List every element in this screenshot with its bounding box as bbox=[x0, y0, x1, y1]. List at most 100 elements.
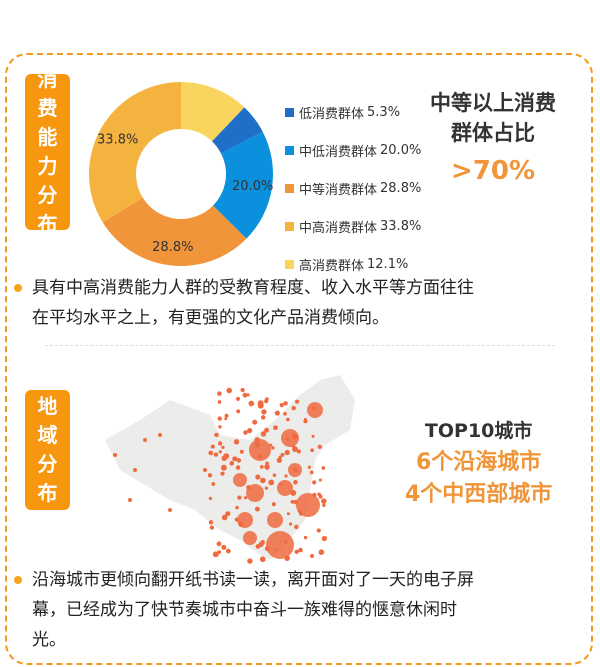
legend-item: 高消费群体 12.1% bbox=[285, 252, 421, 277]
city-dot bbox=[284, 555, 290, 561]
city-dot bbox=[244, 496, 248, 500]
city-dot-large bbox=[266, 531, 294, 559]
city-dot bbox=[236, 409, 241, 414]
divider bbox=[45, 345, 555, 346]
legend-label: 中低消费群体 bbox=[299, 145, 378, 160]
city-dot bbox=[317, 444, 323, 450]
city-dot bbox=[260, 477, 266, 484]
city-dot bbox=[213, 452, 219, 457]
city-dot bbox=[312, 492, 317, 497]
city-dot bbox=[235, 505, 239, 510]
city-dot bbox=[260, 415, 266, 420]
city-dot bbox=[224, 413, 229, 418]
city-dot bbox=[236, 396, 241, 401]
city-dot bbox=[265, 461, 269, 466]
city-dot bbox=[271, 446, 275, 450]
donut-chart: 20.0% 28.8% 33.8% bbox=[88, 82, 273, 267]
slice-label: 33.8% bbox=[97, 133, 138, 148]
city-dot bbox=[286, 512, 290, 516]
note-line: 在平均水平之上，有更强的文化产品消费倾向。 bbox=[32, 308, 389, 328]
city-dot bbox=[290, 490, 297, 496]
city-dot bbox=[311, 434, 315, 438]
city-dot bbox=[321, 498, 327, 504]
city-dot bbox=[290, 499, 295, 504]
legend-value: 28.8% bbox=[380, 181, 422, 196]
tag-char: 力 bbox=[37, 154, 58, 178]
city-dot bbox=[208, 520, 214, 525]
city-dot bbox=[292, 467, 298, 473]
tag-char: 布 bbox=[37, 212, 58, 236]
legend-value: 12.1% bbox=[367, 257, 409, 272]
city-dot bbox=[260, 431, 267, 437]
city-dot bbox=[264, 546, 270, 552]
city-dot bbox=[212, 551, 219, 558]
city-dot bbox=[218, 450, 222, 454]
city-dot bbox=[217, 391, 222, 396]
city-dot bbox=[210, 444, 215, 449]
tag-char: 费 bbox=[37, 96, 58, 120]
city-dot-large bbox=[296, 493, 320, 517]
slice-label: 28.8% bbox=[152, 240, 193, 255]
city-dot bbox=[284, 474, 288, 478]
city-dot bbox=[257, 400, 264, 407]
headline: 中等以上消费 群体占比 >70% bbox=[430, 88, 556, 186]
legend-label: 高消费群体 bbox=[299, 259, 365, 274]
city-dot bbox=[234, 456, 238, 460]
slice-label: 20.0% bbox=[232, 179, 273, 194]
legend-value: 5.3% bbox=[367, 105, 401, 120]
city-dot bbox=[233, 439, 240, 445]
note-line: 沿海城市更倾向翻开纸书读一读，离开面对了一天的电子屏 bbox=[32, 570, 474, 590]
city-dot bbox=[247, 558, 253, 564]
city-dot bbox=[316, 528, 321, 533]
city-dot bbox=[309, 470, 314, 475]
city-dot bbox=[286, 417, 290, 422]
city-dot bbox=[225, 511, 231, 517]
city-dot bbox=[264, 465, 270, 470]
tag-char: 地 bbox=[37, 394, 58, 418]
city-dot bbox=[279, 403, 284, 408]
city-dot bbox=[291, 444, 295, 448]
legend-item: 中低消费群体 20.0% bbox=[285, 138, 421, 163]
city-dot bbox=[254, 437, 260, 443]
city-dot bbox=[293, 479, 298, 485]
city-dot bbox=[208, 450, 214, 456]
tag-char: 能 bbox=[37, 125, 58, 149]
city-dot bbox=[236, 458, 242, 463]
city-dot bbox=[226, 387, 232, 394]
city-dot bbox=[312, 480, 317, 485]
map-land bbox=[105, 375, 355, 560]
tag-char: 分 bbox=[37, 183, 58, 207]
bullet-dot bbox=[14, 284, 22, 292]
city-dot bbox=[221, 514, 228, 521]
city-dot bbox=[217, 416, 223, 421]
city-dot bbox=[310, 448, 315, 453]
tag-char: 域 bbox=[37, 423, 58, 447]
city-dot bbox=[254, 441, 261, 448]
midwest-count: 4个中西部城市 bbox=[405, 482, 553, 507]
city-dot bbox=[128, 498, 132, 502]
city-dot bbox=[252, 419, 258, 425]
city-dot bbox=[259, 464, 264, 469]
city-dot bbox=[235, 465, 241, 470]
city-dot bbox=[264, 427, 270, 433]
city-dot bbox=[296, 449, 301, 454]
city-dot bbox=[261, 409, 267, 415]
donut-slice-1 bbox=[212, 107, 263, 154]
city-dot bbox=[218, 425, 222, 429]
legend-label: 低消费群体 bbox=[299, 107, 365, 122]
china-city-map bbox=[105, 375, 355, 564]
city-dot bbox=[278, 455, 282, 459]
city-dot bbox=[211, 482, 216, 486]
legend-swatch bbox=[285, 146, 294, 155]
city-dot bbox=[255, 544, 261, 549]
donut-slice-3 bbox=[102, 197, 247, 267]
region-tag: 地 域 分 布 bbox=[25, 390, 70, 510]
city-dot bbox=[311, 406, 316, 411]
city-dot bbox=[239, 449, 244, 454]
city-dot bbox=[259, 556, 266, 563]
city-dot bbox=[288, 522, 293, 526]
region-note: 沿海城市更倾向翻开纸书读一读，离开面对了一天的电子屏 幕，已经成为了快节奏城市中… bbox=[14, 565, 474, 655]
headline-value: >70% bbox=[450, 156, 536, 186]
city-dot bbox=[258, 453, 263, 459]
consumption-note: 具有中高消费能力人群的受教育程度、收入水平等方面往往 在平均水平之上，有更强的文… bbox=[14, 273, 474, 333]
